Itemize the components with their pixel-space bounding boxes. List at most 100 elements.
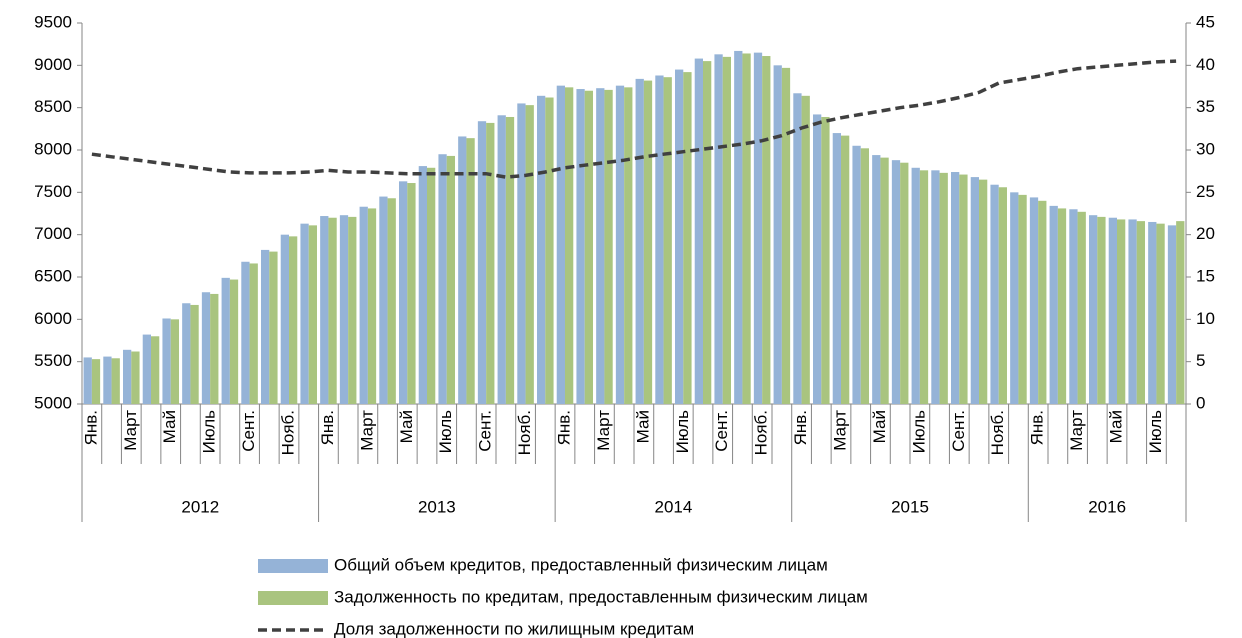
x-tick-label: Май	[397, 410, 416, 443]
group-label: 2016	[1088, 497, 1126, 516]
x-tick-label: Март	[121, 410, 140, 451]
bar	[280, 234, 289, 404]
x-tick-label: Май	[160, 410, 179, 443]
bar	[497, 115, 506, 404]
bar	[1176, 221, 1185, 404]
x-tick-label: Нояб.	[988, 410, 1007, 455]
bar	[931, 170, 940, 404]
bar	[683, 72, 692, 405]
bar	[387, 198, 396, 404]
bar	[1128, 219, 1137, 404]
bar	[269, 251, 278, 404]
bar	[466, 138, 475, 404]
bar	[900, 162, 909, 404]
legend-label: Доля задолженности по жилищным кредитам	[334, 619, 694, 638]
x-tick-label: Июль	[436, 410, 455, 454]
x-tick-label: Янв.	[81, 410, 100, 445]
bar	[407, 183, 416, 404]
bar	[793, 93, 802, 405]
bar	[1038, 200, 1047, 404]
bar	[635, 78, 644, 404]
bar	[339, 215, 349, 404]
y2-tick-label: 20	[1196, 224, 1215, 243]
bar	[359, 206, 368, 404]
bar	[891, 160, 901, 404]
group-label: 2013	[418, 497, 456, 516]
y-tick-label: 7000	[34, 224, 72, 243]
bar	[773, 65, 782, 404]
bar	[151, 336, 160, 404]
x-tick-label: Янв.	[791, 410, 810, 445]
x-tick-label: Март	[830, 410, 849, 451]
bar	[714, 54, 723, 405]
bar	[525, 105, 534, 405]
y2-tick-label: 5	[1196, 351, 1205, 370]
bar	[367, 208, 377, 404]
bar	[201, 292, 211, 404]
bar	[753, 52, 763, 405]
x-tick-label: Июль	[673, 410, 692, 454]
bar	[1089, 215, 1098, 404]
bar	[742, 53, 751, 404]
bar	[83, 357, 92, 404]
bar	[458, 136, 467, 404]
bar	[1097, 216, 1106, 404]
bar	[694, 58, 703, 405]
bar	[446, 155, 455, 404]
bar	[959, 174, 968, 404]
bar	[951, 172, 960, 404]
bar	[103, 356, 112, 404]
bar	[556, 85, 565, 405]
y2-tick-label: 30	[1196, 139, 1215, 158]
bar	[1136, 221, 1145, 404]
bar	[1156, 223, 1165, 404]
bar	[162, 318, 171, 404]
bar	[655, 75, 664, 404]
group-label: 2015	[891, 497, 929, 516]
y2-tick-label: 40	[1196, 55, 1215, 74]
bar	[399, 181, 408, 404]
bar	[565, 87, 574, 404]
y-tick-label: 9500	[34, 12, 72, 31]
bar	[860, 148, 869, 404]
y-tick-label: 8500	[34, 97, 72, 116]
legend-label: Задолженность по кредитам, предоставленн…	[334, 587, 868, 606]
bar	[142, 334, 151, 404]
x-tick-label: Сент.	[476, 410, 495, 452]
bar	[1010, 192, 1019, 404]
bar	[320, 216, 329, 404]
y-tick-label: 6000	[34, 309, 72, 328]
x-tick-label: Март	[357, 410, 376, 451]
bar	[1148, 221, 1157, 404]
bar	[624, 87, 633, 404]
bar	[261, 249, 270, 404]
x-tick-label: Янв.	[1028, 410, 1047, 445]
bar	[832, 133, 841, 405]
bar	[229, 279, 239, 404]
y-tick-label: 8000	[34, 139, 72, 158]
bar	[911, 167, 920, 404]
legend-swatch	[258, 591, 328, 605]
bar	[221, 277, 230, 404]
bar	[584, 90, 593, 404]
bar	[919, 170, 929, 404]
bar	[190, 304, 199, 404]
x-tick-label: Март	[594, 410, 613, 451]
x-tick-label: Нояб.	[515, 410, 534, 455]
line-series	[91, 59, 1177, 179]
bar	[91, 359, 101, 404]
bar	[1069, 209, 1078, 404]
bar	[249, 263, 258, 404]
bar	[998, 187, 1007, 404]
y2-tick-label: 15	[1196, 266, 1215, 285]
bar	[979, 179, 988, 404]
bar	[801, 95, 810, 405]
bar	[300, 223, 309, 404]
bar	[170, 319, 179, 404]
bar	[604, 89, 613, 405]
bar	[576, 89, 585, 404]
x-tick-label: Июль	[909, 410, 928, 454]
y2-tick-label: 35	[1196, 97, 1215, 116]
